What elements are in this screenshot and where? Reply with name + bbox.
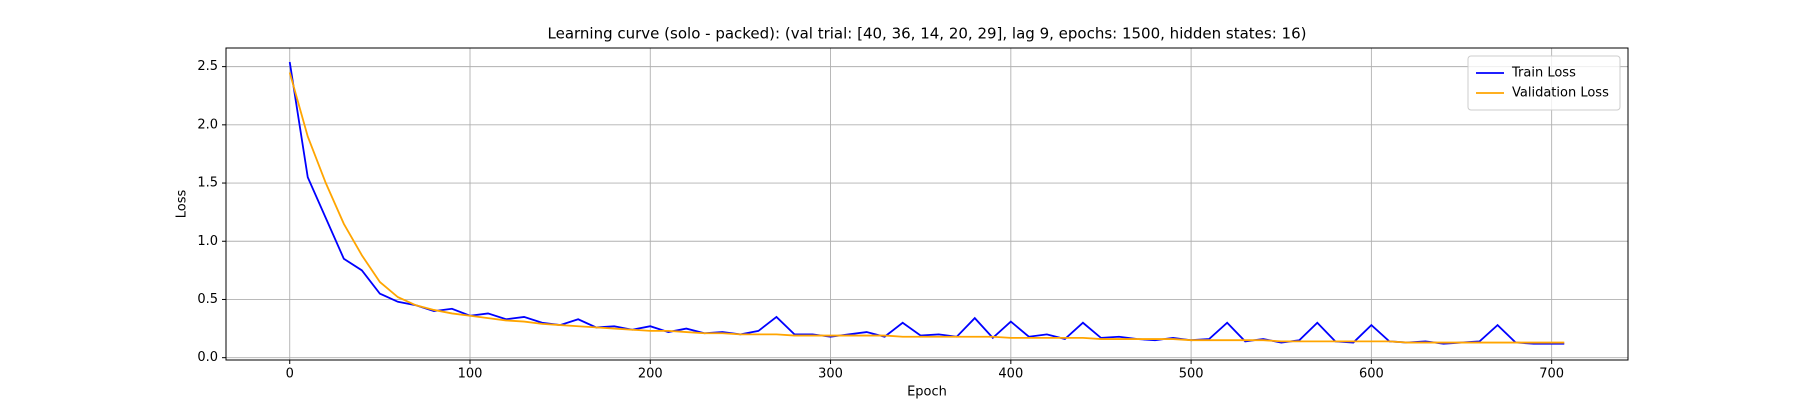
x-axis-label: Epoch — [907, 385, 947, 400]
y-tick-label: 2.0 — [197, 117, 218, 132]
legend-box — [1467, 55, 1621, 111]
y-tick-label: 0.0 — [197, 350, 218, 365]
y-axis-label: Loss — [175, 190, 190, 219]
series-line — [288, 72, 1565, 344]
x-tick-label: 400 — [998, 367, 1023, 382]
legend-label: Validation Loss — [1512, 86, 1609, 101]
x-tick-label: 700 — [1539, 367, 1564, 382]
legend: Train Loss Validation Loss — [1467, 55, 1621, 111]
x-tick-label: 200 — [638, 367, 663, 382]
plot-frame — [225, 47, 1629, 361]
x-tick-label: 300 — [818, 367, 843, 382]
x-tick-label: 100 — [458, 367, 483, 382]
y-tick-label: 1.0 — [197, 234, 218, 249]
x-tick-label: 0 — [286, 367, 294, 382]
chart-title: Learning curve (solo - packed): (val tri… — [548, 25, 1307, 43]
y-tick-label: 1.5 — [197, 176, 218, 191]
x-tick-label: 500 — [1179, 367, 1204, 382]
x-tick-label: 600 — [1359, 367, 1384, 382]
y-tick-label: 2.5 — [197, 59, 218, 74]
legend-label: Train Loss — [1511, 66, 1576, 81]
series-line — [288, 61, 1565, 345]
y-tick-label: 0.5 — [197, 292, 218, 307]
